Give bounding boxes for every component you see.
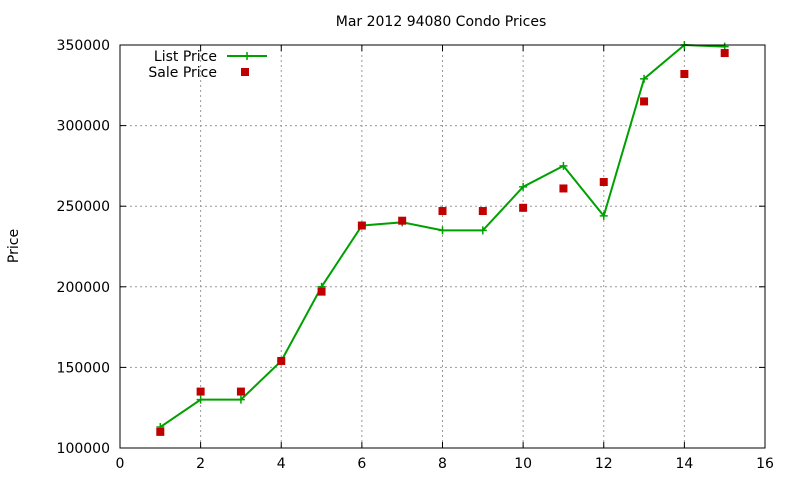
sale-price-point	[559, 184, 568, 193]
legend-square-swatch	[241, 68, 249, 76]
x-tick-label: 0	[116, 456, 125, 472]
sale-price-point	[438, 207, 447, 216]
plot-frame	[119, 44, 766, 449]
series-sale-price	[156, 49, 729, 436]
sale-price-point	[478, 207, 487, 216]
x-tick-label: 2	[196, 456, 205, 472]
legend-label: Sale Price	[148, 65, 217, 81]
chart-title: Mar 2012 94080 Condo Prices	[336, 14, 547, 30]
sale-price-point	[236, 387, 245, 396]
y-axis-label: Price	[6, 229, 22, 263]
x-tick-label: 6	[357, 456, 366, 472]
axis-ticks: 0 2 4 6 8 10 12 14 16 100000 150000 200000 250000 300…	[57, 38, 774, 472]
sale-price-point	[640, 97, 649, 106]
list-price-point	[196, 395, 205, 404]
sale-price-point	[317, 287, 326, 296]
sale-price-point	[599, 178, 608, 187]
sale-price-point	[196, 387, 205, 396]
y-tick-label: 150000	[57, 360, 110, 376]
list-price-point	[599, 211, 608, 220]
y-tick-label: 200000	[57, 280, 110, 296]
legend-cross-swatch	[243, 52, 251, 60]
y-tick-label: 250000	[57, 199, 110, 215]
y-tick-label: 350000	[57, 38, 110, 54]
series-layer	[156, 41, 729, 436]
gridlines	[120, 45, 765, 448]
sale-price-point	[398, 216, 407, 225]
y-tick-label: 100000	[57, 441, 110, 457]
x-tick-label: 8	[438, 456, 447, 472]
y-tick-label: 300000	[57, 119, 110, 135]
list-price-point	[640, 74, 649, 83]
x-tick-label: 10	[514, 456, 532, 472]
list-price-point	[438, 226, 447, 235]
legend-label: List Price	[154, 49, 217, 65]
sale-price-point	[680, 70, 689, 79]
list-price-point	[559, 161, 568, 170]
sale-price-point	[720, 49, 729, 58]
x-tick-label: 12	[595, 456, 613, 472]
list-price-point	[478, 226, 487, 235]
sale-price-point	[519, 203, 528, 212]
x-tick-label: 4	[277, 456, 286, 472]
sale-price-point	[156, 427, 165, 436]
sale-price-point	[277, 356, 286, 365]
sale-price-point	[357, 221, 366, 230]
list-price-point	[236, 395, 245, 404]
x-tick-label: 14	[675, 456, 693, 472]
x-tick-label: 16	[756, 456, 774, 472]
list-price-point	[519, 182, 528, 191]
